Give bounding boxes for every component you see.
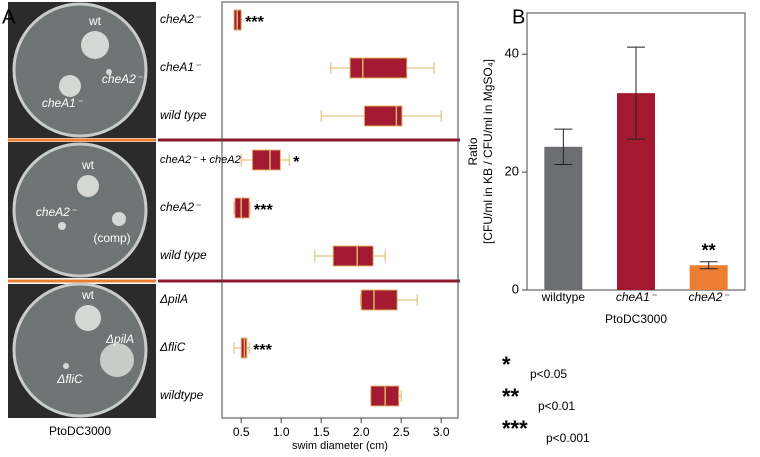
category-label: ΔpilA xyxy=(159,292,188,306)
plate-label: cheA2⁻ xyxy=(36,205,78,219)
box xyxy=(363,105,403,127)
colony xyxy=(59,75,81,97)
category-label: wild type xyxy=(160,248,207,262)
colony xyxy=(77,175,99,197)
x-tick-label: 1.5 xyxy=(313,425,330,439)
x-tick-label: cheA1⁻ xyxy=(616,290,658,304)
colony xyxy=(100,343,134,377)
x-axis-label: swim diameter (cm) xyxy=(292,440,388,452)
x-tick-label: cheA2⁻ xyxy=(688,290,730,304)
x-axis-label: PtoDC3000 xyxy=(605,312,667,326)
plate-label: (comp) xyxy=(93,231,130,245)
bar xyxy=(689,265,728,290)
boxplot-frame xyxy=(221,1,459,419)
box xyxy=(332,245,374,267)
legend-label: p<0.05 xyxy=(530,367,567,381)
x-tick-label: 3.0 xyxy=(433,425,450,439)
category-label: cheA2⁻ xyxy=(160,200,202,214)
legend-stars: * xyxy=(502,352,511,377)
colony xyxy=(106,69,112,75)
colony xyxy=(75,305,101,331)
x-tick-label: 2.5 xyxy=(393,425,410,439)
colony xyxy=(63,363,69,369)
plate-label: wt xyxy=(81,158,95,172)
annotation: ** xyxy=(702,240,716,260)
significance-stars: *** xyxy=(254,202,273,219)
category-label: cheA2⁻ xyxy=(160,12,202,26)
legend-label: p<0.001 xyxy=(546,431,590,445)
y-tick-label: 20 xyxy=(505,164,519,179)
y-tick-label: 40 xyxy=(505,46,519,61)
plate-caption: PtoDC3000 xyxy=(49,424,111,438)
colony xyxy=(81,31,109,59)
plate-label: wt xyxy=(81,288,95,302)
plate-label: cheA2⁻ xyxy=(102,72,144,86)
plate-label: ΔfliC xyxy=(56,372,83,386)
box xyxy=(234,197,250,219)
significance-stars: * xyxy=(293,154,300,171)
legend-stars: *** xyxy=(502,416,528,441)
plate xyxy=(12,142,148,278)
legend-label: p<0.01 xyxy=(538,399,575,413)
plate xyxy=(12,282,148,418)
plate xyxy=(12,2,148,138)
plate-label: ΔpilA xyxy=(105,332,134,346)
y-axis-label: [CFU/ml in KB / CFU/ml in MgSO₄] xyxy=(481,59,495,244)
category-label: cheA1⁻ xyxy=(160,60,202,74)
panel-label: B xyxy=(512,6,525,28)
y-axis-label: Ratio xyxy=(466,137,480,165)
box xyxy=(349,57,408,79)
x-tick-label: 1.0 xyxy=(273,425,290,439)
bar xyxy=(544,146,583,290)
plate-label: cheA1⁻ xyxy=(42,96,84,110)
legend-stars: ** xyxy=(502,384,520,409)
category-label: wildtype xyxy=(160,388,204,402)
colony xyxy=(58,222,66,230)
box xyxy=(251,149,281,171)
x-tick-label: 2.0 xyxy=(353,425,370,439)
colony xyxy=(112,212,126,226)
x-tick-label: 0.5 xyxy=(233,425,250,439)
significance-stars: *** xyxy=(253,342,272,359)
significance-stars: *** xyxy=(245,14,264,31)
x-tick-label: wildtype xyxy=(541,290,586,304)
category-label: ΔfliC xyxy=(159,340,186,354)
panel-label: A xyxy=(2,6,16,28)
plate-photos xyxy=(8,2,460,418)
category-label: cheA2⁻ + cheA2 xyxy=(160,154,241,166)
plate-label: wt xyxy=(88,14,102,28)
category-label: wild type xyxy=(160,108,207,122)
y-tick-label: 0 xyxy=(512,281,519,296)
box xyxy=(360,289,398,311)
